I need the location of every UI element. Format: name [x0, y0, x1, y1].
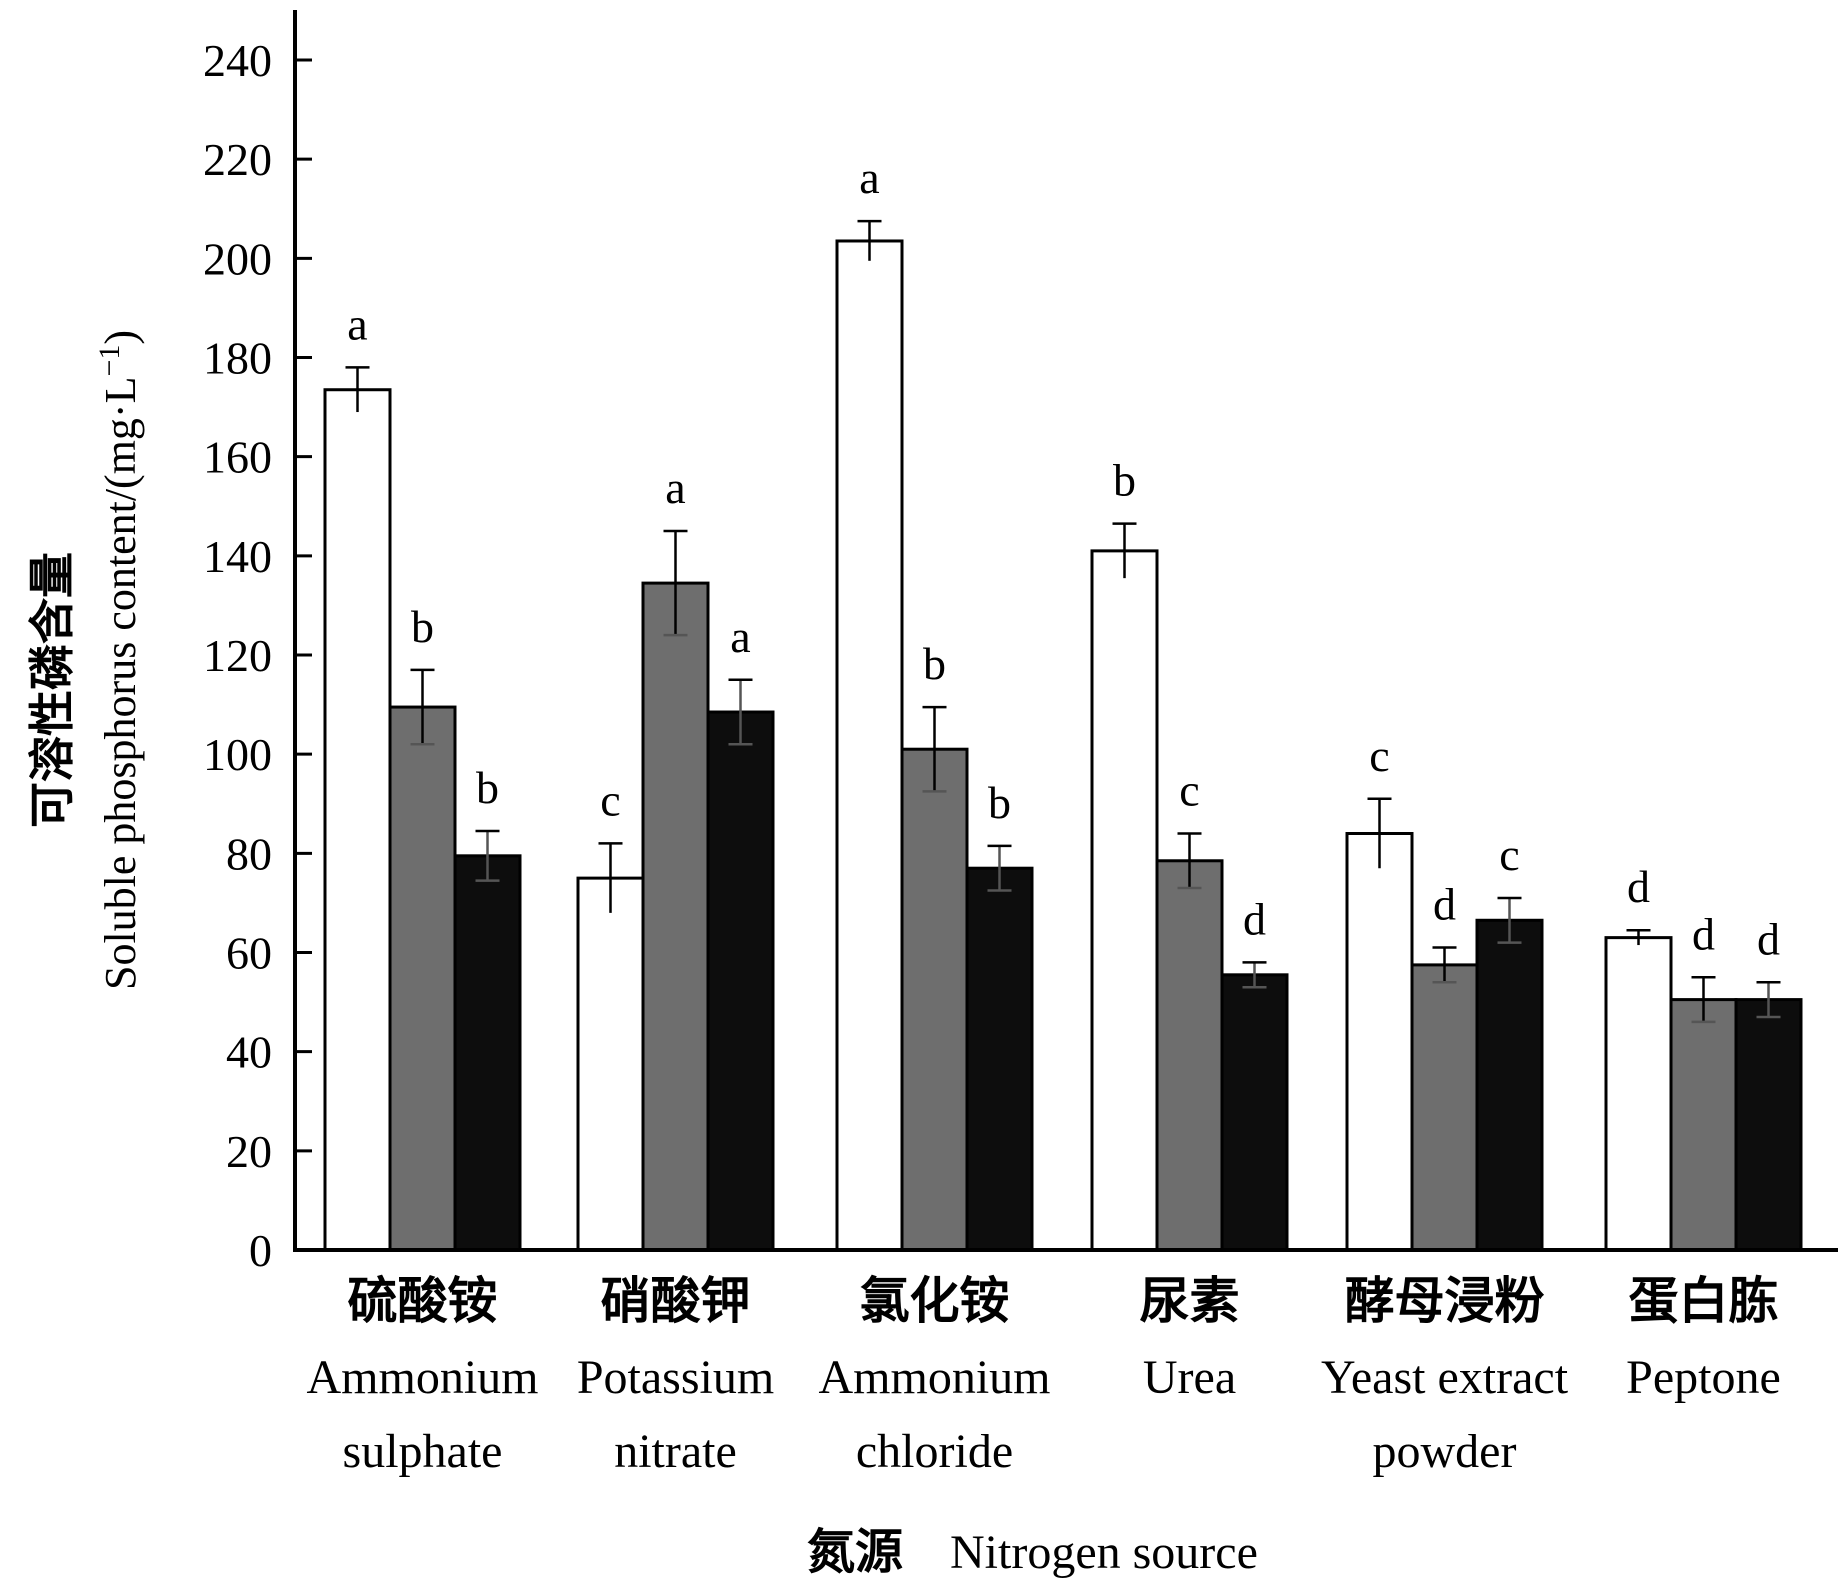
bar	[576, 876, 645, 1252]
y-axis-title-en-close: )	[96, 330, 145, 345]
y-tick-label: 140	[203, 531, 272, 582]
bar	[453, 854, 522, 1252]
significance-letter: b	[476, 762, 499, 813]
y-axis-title: 可溶性磷含量 Soluble phosphorus content/(mg·L−…	[25, 330, 145, 990]
bar	[323, 388, 392, 1252]
bar	[706, 710, 775, 1252]
significance-letter: b	[411, 601, 434, 652]
bar	[835, 239, 904, 1252]
y-tick-label: 0	[249, 1225, 272, 1276]
significance-letter: b	[988, 777, 1011, 828]
bar	[1090, 549, 1159, 1252]
bar	[641, 581, 710, 1252]
bar	[1220, 973, 1289, 1252]
category-label-cn: 酵母浸粉	[1345, 1271, 1545, 1330]
significance-letter: b	[1113, 455, 1136, 506]
category-label-cn: 尿素	[1140, 1271, 1240, 1330]
y-tick-label: 240	[203, 35, 272, 86]
significance-letter: a	[347, 298, 367, 349]
y-ticks-group: 0 20 40 60 80 100 120 140 160 180 200 220 240	[203, 35, 312, 1276]
significance-letter: a	[665, 462, 685, 513]
bar	[388, 705, 457, 1252]
y-tick-label: 100	[203, 729, 272, 780]
y-axis-title-en-main: Soluble phosphorus content/(mg·L	[96, 377, 145, 991]
x-axis-title: 氮源 Nitrogen source	[807, 1524, 1258, 1580]
x-categories-group: 硫酸铵 Ammonium sulphate 硝酸钾 Potassium nitrate 氯化…	[306, 1271, 1780, 1478]
significance-letter: c	[600, 774, 620, 825]
category-label-en: Urea	[1143, 1351, 1236, 1404]
bar	[1669, 998, 1738, 1252]
significance-letter: c	[1499, 829, 1519, 880]
y-tick-label: 180	[203, 333, 272, 384]
axes-group	[293, 10, 1838, 1252]
category-label-en: sulphate	[343, 1425, 503, 1478]
category-label-en: nitrate	[614, 1425, 737, 1478]
y-tick-label: 40	[226, 1027, 272, 1078]
category-label-en: Ammonium	[306, 1351, 538, 1404]
significance-letter: d	[1243, 893, 1266, 944]
significance-letter: d	[1627, 861, 1650, 912]
bar	[1475, 918, 1544, 1252]
category-label-en: powder	[1373, 1425, 1517, 1478]
y-tick-label: 220	[203, 134, 272, 185]
y-tick-label: 120	[203, 630, 272, 681]
significance-letter: d	[1757, 913, 1780, 964]
category-label-en: chloride	[856, 1425, 1013, 1478]
significance-letter: a	[730, 611, 750, 662]
category-label-cn: 硝酸钾	[601, 1271, 751, 1330]
bar	[1604, 936, 1673, 1252]
y-axis-title-en: Soluble phosphorus content/(mg·L−1)	[93, 330, 145, 990]
category-label-cn: 氯化铵	[860, 1271, 1010, 1330]
bar	[1734, 998, 1803, 1252]
y-tick-label: 20	[226, 1126, 272, 1177]
y-tick-label: 160	[203, 432, 272, 483]
category-label-en: Yeast extract	[1321, 1351, 1569, 1404]
significance-letter: c	[1369, 730, 1389, 781]
significance-letter: a	[859, 152, 879, 203]
bar	[900, 747, 969, 1252]
y-axis-title-en-sup: −1	[93, 345, 126, 377]
bar	[1410, 963, 1479, 1252]
category-label-cn: 硫酸铵	[348, 1271, 498, 1330]
significance-letter: b	[923, 638, 946, 689]
significance-letter: d	[1433, 879, 1456, 930]
category-label-en: Ammonium	[818, 1351, 1050, 1404]
category-label-en: Peptone	[1626, 1351, 1781, 1404]
significance-letter: c	[1179, 765, 1199, 816]
x-axis-title-en: Nitrogen source	[950, 1526, 1258, 1579]
y-axis-title-cn: 可溶性磷含量	[25, 552, 79, 828]
bar	[1155, 859, 1224, 1252]
bar	[965, 866, 1034, 1252]
category-label-en: Potassium	[577, 1351, 774, 1404]
x-axis-title-cn: 氮源	[807, 1524, 903, 1580]
bar	[1345, 832, 1414, 1252]
y-tick-label: 200	[203, 233, 272, 284]
category-label-cn: 蛋白胨	[1629, 1271, 1779, 1330]
y-tick-label: 80	[226, 828, 272, 879]
significance-letter: d	[1692, 908, 1715, 959]
y-tick-label: 60	[226, 928, 272, 979]
